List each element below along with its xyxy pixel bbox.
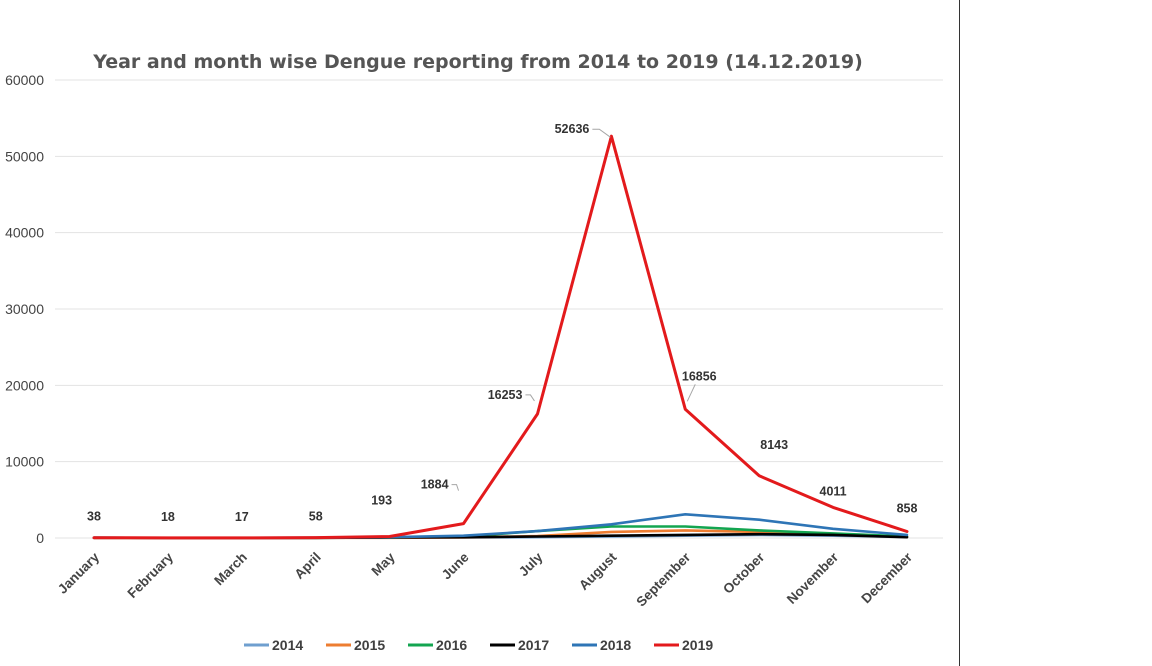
legend-label-2014: 2014 [272,637,303,653]
x-tick-label: March [211,550,250,589]
chart-container: Year and month wise Dengue reporting fro… [5,0,960,666]
x-tick-label: February [125,549,177,601]
data-label: 193 [371,494,392,508]
y-axis-ticks: 0 10000 20000 30000 40000 50000 60000 [5,72,44,546]
data-label-leader [525,394,535,402]
series-line-2019 [92,134,909,540]
x-tick-label: January [55,549,103,597]
chart-title: Year and month wise Dengue reporting fro… [92,51,863,73]
legend-label-2017: 2017 [518,637,549,653]
y-tick-label: 60000 [5,72,44,88]
legend-label-2019: 2019 [682,637,713,653]
y-tick-label: 50000 [5,148,44,164]
x-tick-label: August [576,549,620,593]
x-tick-label: September [633,549,693,609]
data-label: 1884 [421,478,449,492]
y-tick-label: 40000 [5,225,44,241]
data-label: 858 [897,501,918,515]
data-label: 16856 [682,369,717,383]
x-tick-label: November [784,549,842,607]
data-label-leader [686,384,696,402]
legend-label-2018: 2018 [600,637,631,653]
x-tick-label: December [858,549,915,606]
legend-label-2016: 2016 [436,637,467,653]
data-label: 18 [161,510,175,524]
x-tick-label: May [369,549,399,579]
legend: 2014 2015 2016 2017 2018 2019 [244,637,713,653]
data-label: 58 [309,510,323,524]
x-tick-label: October [720,549,768,597]
y-tick-label: 30000 [5,301,44,317]
data-label: 52636 [555,122,590,136]
data-label-leader [451,484,460,491]
data-label: 4011 [820,484,847,498]
x-tick-label: June [439,549,472,582]
line-chart: Year and month wise Dengue reporting fro… [5,51,943,653]
legend-label-2015: 2015 [354,637,385,653]
data-labels: 38 18 17 58 193 1884 16253 52636 16856 8143 4011 85… [87,122,917,524]
x-tick-label: July [516,549,546,579]
y-tick-label: 0 [36,530,44,546]
data-label-leader [592,128,611,138]
data-label: 8143 [760,438,788,452]
x-axis-ticks: January February March April May June July Augu… [55,549,916,609]
gridlines [55,79,943,539]
x-tick-label: April [291,550,323,582]
y-tick-label: 10000 [5,454,44,470]
data-label: 17 [235,510,249,524]
data-label: 38 [87,510,101,524]
y-tick-label: 20000 [5,377,44,393]
series-lines [92,134,909,540]
data-label: 16253 [488,388,523,402]
